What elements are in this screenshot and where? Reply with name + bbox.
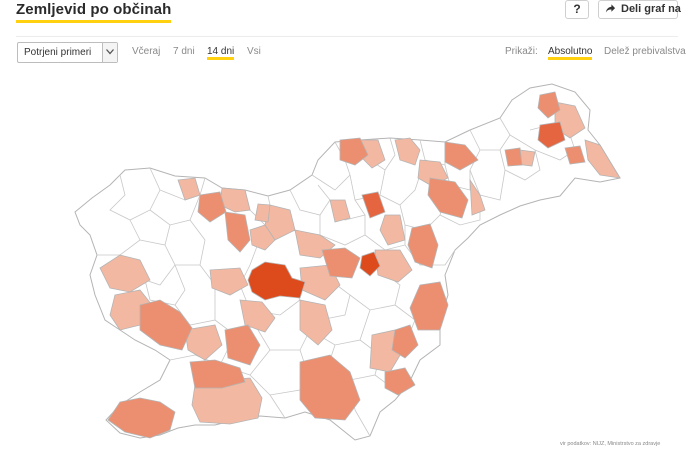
municipality-map <box>74 83 621 441</box>
region-low <box>374 249 413 283</box>
region-low <box>394 137 421 166</box>
region-medium <box>224 324 261 366</box>
region-medium <box>197 191 227 223</box>
show-label: Prikaži: <box>505 46 538 57</box>
region-medium <box>427 177 469 219</box>
region-medium <box>107 397 176 439</box>
header: Zemljevid po občinah ? Deli graf na <box>0 0 696 30</box>
region-low <box>184 324 223 361</box>
region-medium <box>299 354 361 421</box>
show-option-population-share[interactable]: Delež prebivalstva <box>604 46 686 57</box>
region-medium <box>444 141 479 171</box>
region-low <box>379 214 406 246</box>
show-option-absolute[interactable]: Absolutno <box>548 46 593 60</box>
region-medium <box>321 247 361 279</box>
range-option-yesterday[interactable]: Včeraj <box>132 46 161 57</box>
header-divider <box>16 36 678 37</box>
region-medium <box>564 145 586 165</box>
region-medium <box>224 211 251 253</box>
controls-bar: Potrjeni primeri Včeraj 7 dni 14 dni Vsi… <box>0 42 696 64</box>
region-highest <box>247 261 306 301</box>
region-low <box>99 254 151 293</box>
region-medium <box>391 324 419 359</box>
share-button[interactable]: Deli graf na <box>598 0 681 19</box>
region-medium <box>339 137 369 166</box>
share-button-label: Deli graf na <box>621 3 681 15</box>
region-medium <box>139 299 193 351</box>
region-medium <box>537 91 561 119</box>
region-medium <box>407 223 439 269</box>
region-low <box>329 199 351 223</box>
region-low <box>584 139 621 179</box>
range-option-14-days[interactable]: 14 dni <box>207 46 235 60</box>
region-medium <box>504 147 523 167</box>
data-source-note: vir podatkov: NIJZ, Ministrstvo za zdrav… <box>560 441 661 447</box>
region-medium <box>409 281 449 331</box>
metric-select-value: Potrjeni primeri <box>24 47 92 58</box>
page-title: Zemljevid po občinah <box>16 1 172 23</box>
metric-select[interactable]: Potrjeni primeri <box>17 42 118 63</box>
region-low <box>239 299 276 333</box>
region-low <box>254 203 271 223</box>
region-low <box>469 178 486 216</box>
region-medium <box>189 359 246 389</box>
help-button[interactable]: ? <box>565 0 589 19</box>
region-high <box>537 121 566 149</box>
share-arrow-icon <box>605 4 616 13</box>
region-medium <box>384 367 416 396</box>
region-low <box>249 224 276 251</box>
region-low <box>299 299 333 346</box>
region-high <box>361 191 386 219</box>
shaded-municipalities <box>99 91 621 439</box>
chevron-down-icon <box>102 43 117 62</box>
range-option-all[interactable]: Vsi <box>247 46 261 57</box>
range-option-7-days[interactable]: 7 dni <box>173 46 195 57</box>
region-low <box>209 267 249 296</box>
region-highest <box>359 251 381 277</box>
